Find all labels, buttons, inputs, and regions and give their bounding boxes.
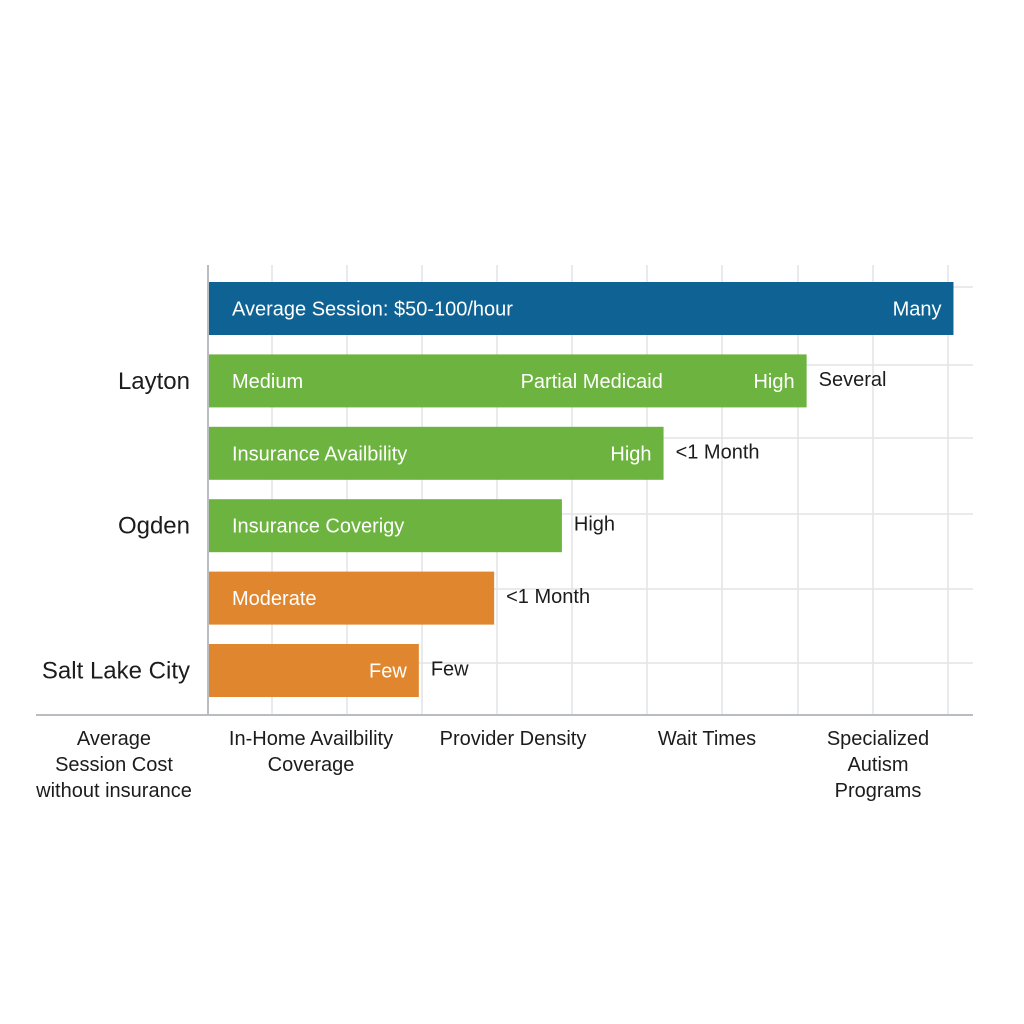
bar (208, 644, 419, 697)
bar (208, 354, 807, 408)
bar-inside-label: High (610, 443, 651, 465)
bar-inside-label: High (753, 371, 794, 393)
x-axis-label: Provider Density (440, 728, 587, 750)
bar-inside-label: Few (369, 661, 407, 683)
x-axis-label-line: Autism (847, 754, 908, 776)
x-axis-label: Wait Times (658, 728, 756, 750)
bar-inside-label: Average Session: $50-100/hour (232, 299, 513, 321)
x-axis-label-line: Provider Density (440, 728, 587, 750)
bar-group: Insurance Coverigy High (208, 499, 615, 553)
x-axis-label-line: Specialized (827, 728, 929, 750)
x-axis-label-line: Average (77, 728, 151, 750)
axes (36, 265, 973, 716)
bar-inside-label: Many (893, 299, 942, 321)
bars: Average Session: $50-100/hour Many Medium P… (208, 282, 954, 697)
bar (208, 571, 495, 625)
bar-outside-label: Several (819, 369, 887, 391)
bar-group: Insurance Availbility High <1 Month (208, 426, 760, 480)
category-label: Layton (118, 368, 190, 395)
bar-outside-label: High (574, 514, 615, 536)
x-axis-label-line: In-Home Availbility (229, 728, 393, 750)
bar (208, 282, 954, 335)
bar-inside-label: Partial Medicaid (521, 371, 663, 393)
bar-outside-label: <1 Month (676, 441, 760, 463)
bar-outside-label: Few (431, 659, 469, 681)
category-label: Salt Lake City (42, 658, 190, 685)
bar-inside-label: Moderate (232, 588, 317, 610)
x-axis-label-line: Session Cost (55, 754, 173, 776)
x-axis-label-line: without insurance (35, 780, 192, 802)
x-axis-label-line: Wait Times (658, 728, 756, 750)
bar (208, 499, 562, 553)
x-axis-label: Specialized Autism Programs (827, 728, 929, 802)
x-axis-label-line: Coverage (268, 754, 355, 776)
x-axis-label-line: Programs (835, 780, 922, 802)
x-axis-label: In-Home Availbility Coverage (229, 728, 393, 776)
bar-outside-label: <1 Month (506, 586, 590, 608)
bar-inside-label: Insurance Availbility (232, 443, 407, 465)
x-axis-label: Average Session Cost without insurance (35, 728, 192, 802)
bar-group: Few Few (208, 644, 469, 697)
bar-inside-label: Insurance Coverigy (232, 516, 404, 538)
bar-group: Medium Partial Medicaid High Several (208, 354, 887, 408)
bar (208, 426, 664, 480)
x-axis-labels: Average Session Cost without insurance In-H… (35, 728, 929, 802)
category-label: Ogden (118, 513, 190, 540)
bar-group: Average Session: $50-100/hour Many (208, 282, 954, 335)
category-labels: Layton Ogden Salt Lake City (42, 368, 190, 685)
bar-group: Moderate <1 Month (208, 571, 590, 625)
bar-inside-label: Medium (232, 371, 303, 393)
